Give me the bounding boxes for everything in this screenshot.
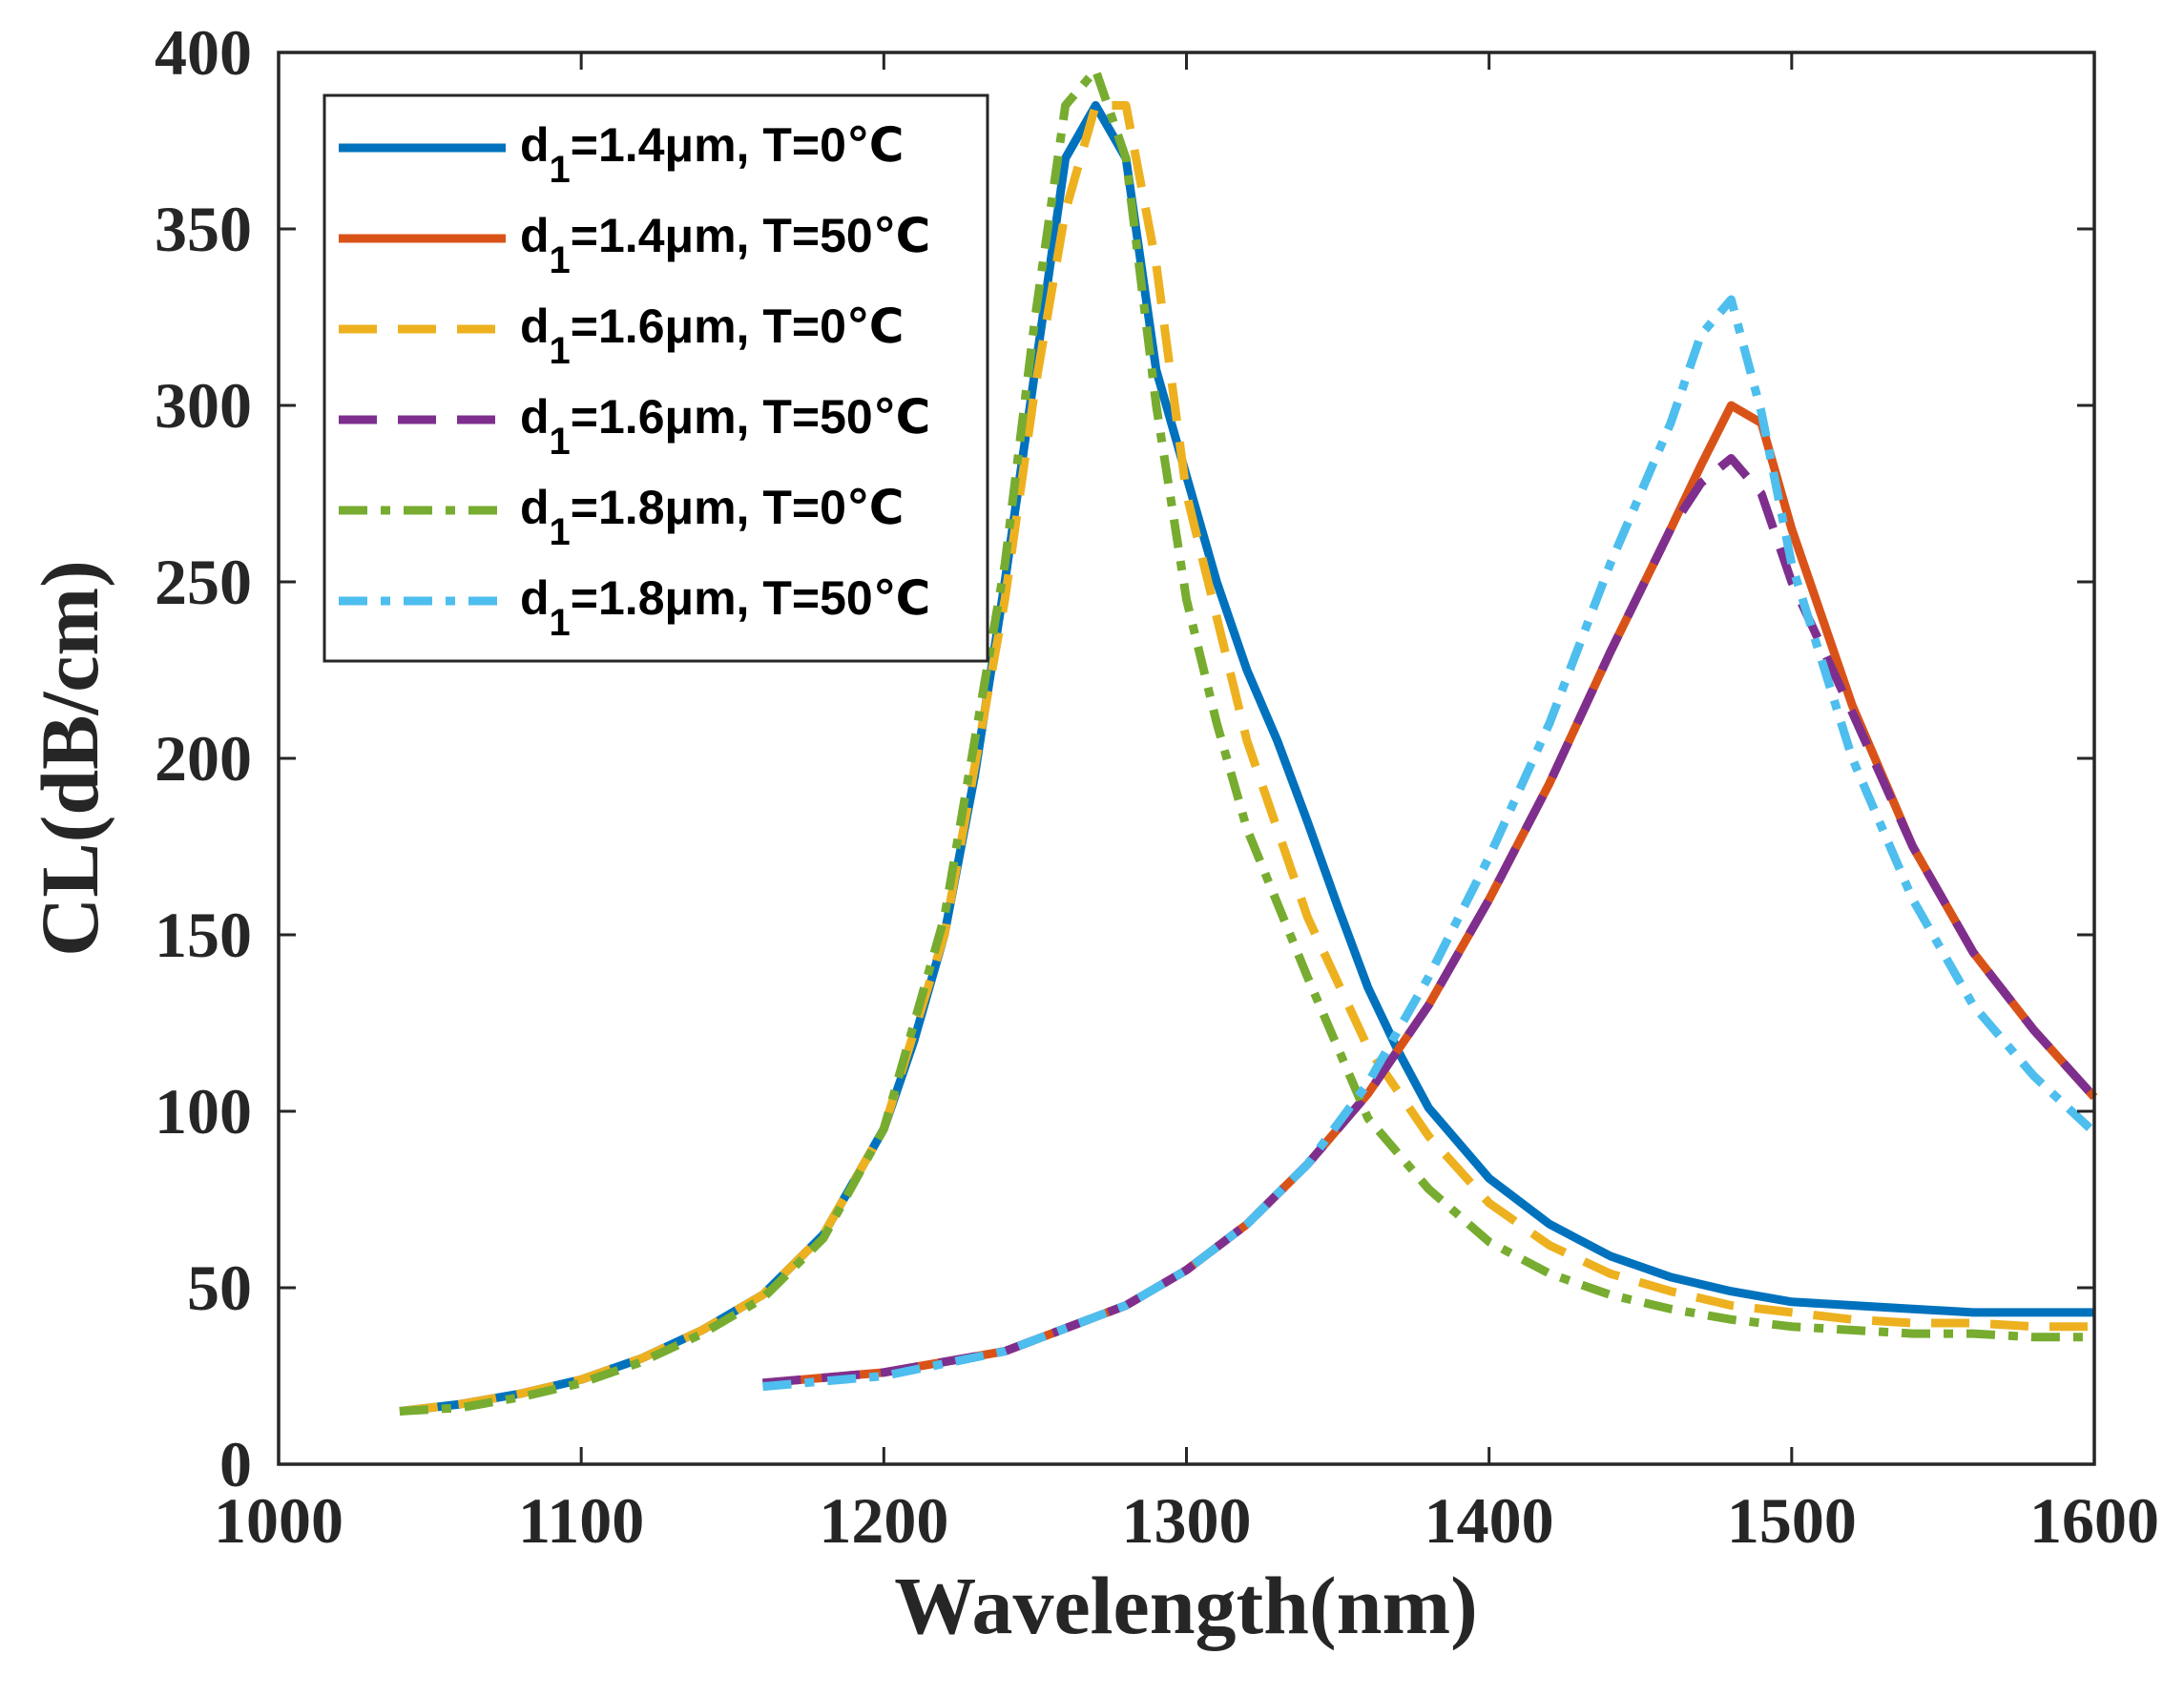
series-layer bbox=[399, 66, 2098, 1416]
legend-label-6: d1=1.8μm, T=50℃ bbox=[520, 571, 930, 644]
legend: d1=1.4μm, T=0℃d1=1.4μm, T=50℃d1=1.6μm, T… bbox=[322, 93, 989, 663]
legend-label-subscript: 1 bbox=[550, 421, 571, 463]
series-line-6 bbox=[762, 295, 2098, 1392]
x-tick-label: 1500 bbox=[1727, 1484, 1857, 1557]
legend-label-4: d1=1.6μm, T=50℃ bbox=[520, 390, 930, 463]
series-line-5 bbox=[399, 66, 2094, 1416]
ticks-layer: 1000 1100 1200 1300 1400 1500 1600050100150200… bbox=[155, 16, 2159, 1557]
x-tick-label: 1100 bbox=[518, 1484, 644, 1557]
legend-label-subscript: 1 bbox=[550, 602, 571, 644]
legend-label-rest: =1.8μm, T=0℃ bbox=[571, 481, 905, 534]
x-tick-label: 1200 bbox=[819, 1484, 948, 1557]
legend-label-main: d bbox=[520, 118, 550, 172]
legend-label-subscript: 1 bbox=[550, 330, 571, 372]
x-tick-label: 1000 bbox=[214, 1484, 343, 1557]
legend-label-3: d1=1.6μm, T=0℃ bbox=[520, 300, 904, 372]
series-line-4 bbox=[762, 454, 2098, 1388]
x-tick-label: 1300 bbox=[1122, 1484, 1252, 1557]
x-tick-label: 1600 bbox=[2029, 1484, 2159, 1557]
legend-label-main: d bbox=[520, 209, 550, 262]
legend-label-rest: =1.4μm, T=0℃ bbox=[571, 118, 905, 172]
y-axis-title: CL(dB/cm) bbox=[24, 560, 115, 957]
legend-label-1: d1=1.4μm, T=0℃ bbox=[520, 118, 904, 191]
legend-label-subscript: 1 bbox=[550, 149, 571, 191]
y-tick-label: 300 bbox=[155, 369, 252, 442]
y-tick-label: 400 bbox=[155, 16, 252, 89]
legend-label-rest: =1.8μm, T=50℃ bbox=[571, 571, 930, 625]
legend-label-5: d1=1.8μm, T=0℃ bbox=[520, 481, 904, 553]
y-tick-label: 150 bbox=[155, 899, 252, 971]
legend-label-main: d bbox=[520, 481, 550, 534]
legend-label-main: d bbox=[520, 390, 550, 444]
y-tick-label: 50 bbox=[187, 1251, 252, 1324]
x-axis-title: Wavelength(nm) bbox=[894, 1560, 1478, 1651]
y-tick-label: 0 bbox=[219, 1428, 252, 1500]
legend-label-rest: =1.6μm, T=0℃ bbox=[571, 300, 905, 353]
legend-label-rest: =1.6μm, T=50℃ bbox=[571, 390, 930, 444]
legend-box bbox=[322, 93, 989, 663]
y-tick-label: 100 bbox=[155, 1075, 252, 1148]
x-tick-label: 1400 bbox=[1425, 1484, 1554, 1557]
legend-label-main: d bbox=[520, 571, 550, 625]
y-tick-label: 200 bbox=[155, 722, 252, 795]
y-tick-label: 250 bbox=[155, 546, 252, 618]
y-tick-label: 350 bbox=[155, 193, 252, 265]
series-line-3 bbox=[399, 101, 2094, 1416]
legend-label-main: d bbox=[520, 300, 550, 353]
legend-label-2: d1=1.4μm, T=50℃ bbox=[520, 209, 930, 281]
legend-label-subscript: 1 bbox=[550, 239, 571, 281]
legend-label-subscript: 1 bbox=[550, 511, 571, 553]
legend-label-rest: =1.4μm, T=50℃ bbox=[571, 209, 930, 262]
